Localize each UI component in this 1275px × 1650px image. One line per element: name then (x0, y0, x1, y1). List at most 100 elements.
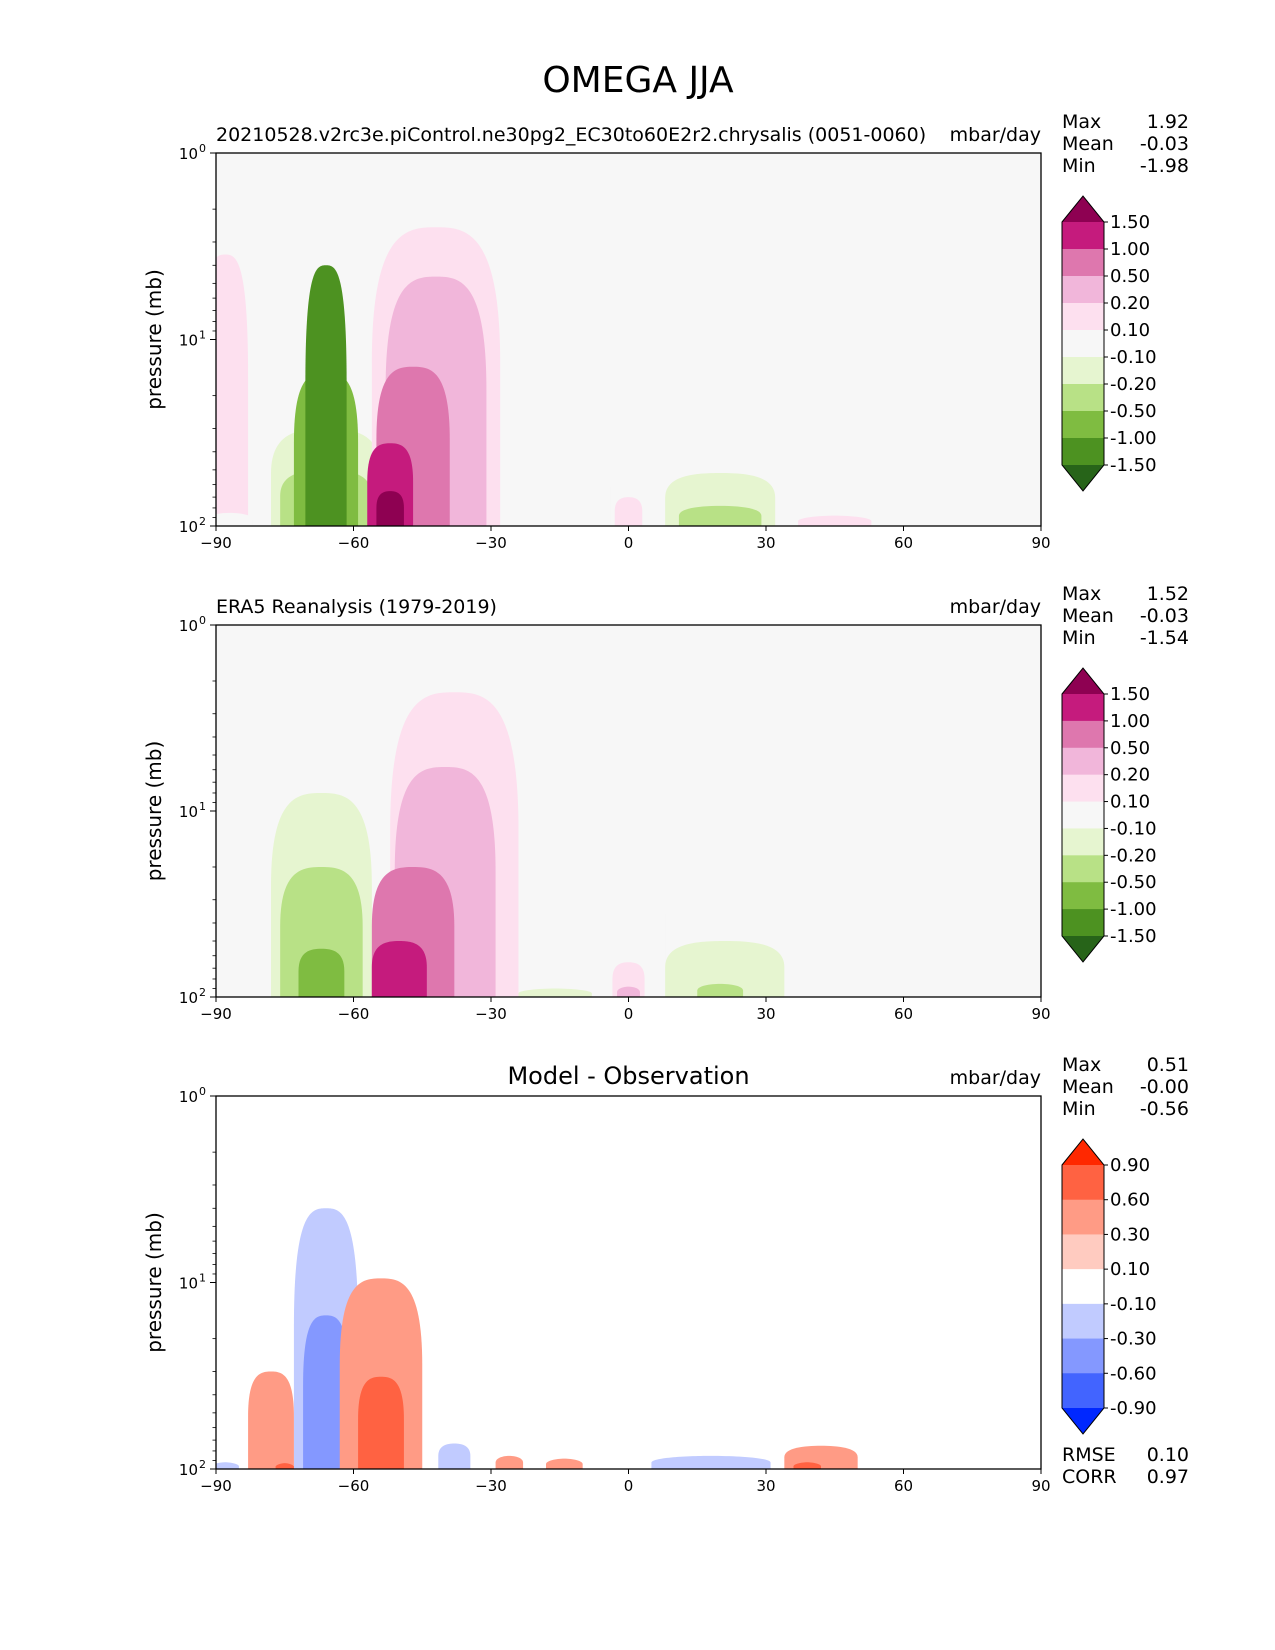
stat-label: RMSE (1062, 1444, 1116, 1466)
x-tick-label: 90 (1031, 1477, 1050, 1495)
colorbar-swatch (1062, 1303, 1104, 1340)
contour-region (678, 505, 762, 526)
x-tick-label: 30 (756, 1005, 775, 1023)
stat-value: -0.00 (1140, 1076, 1189, 1098)
x-tick-label: 0 (624, 1005, 634, 1023)
stat-value: 1.52 (1147, 583, 1189, 605)
colorbar-label: -0.20 (1110, 374, 1157, 395)
colorbar: 1.50 1.00 0.50 0.20 0.10 -0.10 -0.20 -0.50 -1.00… (1061, 195, 1157, 492)
y-tick-exponent: 0 (199, 1085, 206, 1098)
y-tick-label: 10 (179, 803, 198, 821)
y-tick-label: 10 (179, 518, 198, 536)
colorbar-label: -1.00 (1110, 428, 1157, 449)
stat-value: -0.03 (1140, 605, 1189, 627)
x-tick-label: 60 (894, 1005, 913, 1023)
x-tick-label: −30 (475, 1477, 507, 1495)
colorbar-extend-top (1062, 196, 1104, 222)
colorbar-label: -0.20 (1110, 845, 1157, 866)
y-tick-exponent: 2 (199, 986, 206, 999)
contour-region (216, 948, 262, 997)
contour-region (550, 912, 615, 997)
colorbar-swatch (1062, 1234, 1104, 1270)
y-axis-label: pressure (mb) (142, 741, 166, 882)
colorbar-swatch (1062, 774, 1104, 803)
stat-value: -0.03 (1140, 133, 1189, 155)
contour-region (614, 497, 643, 526)
colorbar-label: 0.60 (1110, 1190, 1150, 1211)
stat-value: -0.56 (1140, 1098, 1189, 1120)
colorbar-label: 0.50 (1110, 738, 1150, 759)
stat-label: CORR (1062, 1466, 1117, 1488)
colorbar-label: -0.90 (1110, 1398, 1157, 1419)
colorbar-swatch (1062, 1199, 1104, 1235)
y-tick-label: 10 (179, 1275, 198, 1293)
contour-region (665, 941, 785, 997)
x-tick-label: 60 (894, 534, 913, 552)
y-tick-exponent: 0 (199, 614, 206, 627)
colorbar-swatch (1062, 828, 1104, 856)
colorbar-label: 0.50 (1110, 266, 1150, 287)
stat-label: Max (1062, 111, 1101, 133)
x-tick-label: 90 (1031, 1005, 1050, 1023)
colorbar-swatch (1062, 276, 1104, 304)
contour-region (216, 254, 249, 526)
colorbar-label: 0.10 (1110, 1259, 1150, 1280)
contour-region (546, 1458, 583, 1469)
colorbar-swatch (1062, 720, 1104, 749)
y-tick-exponent: 0 (199, 142, 206, 155)
contour-region (438, 1443, 471, 1469)
contour-region (298, 948, 345, 997)
y-tick-exponent: 1 (199, 329, 206, 342)
stat-label: Mean (1062, 605, 1114, 627)
contour-region (371, 941, 427, 997)
contour-layer (216, 692, 821, 997)
stat-label: Min (1062, 627, 1096, 649)
colorbar-label: -1.00 (1110, 899, 1157, 920)
colorbar-label: -0.60 (1110, 1363, 1157, 1384)
colorbar-label: 1.50 (1110, 212, 1150, 233)
y-tick-label: 10 (179, 617, 198, 635)
x-tick-label: 90 (1031, 534, 1050, 552)
contour-region (697, 983, 744, 997)
contour-layer (216, 1208, 858, 1469)
stat-value: 0.51 (1147, 1054, 1189, 1076)
colorbar-label: -1.50 (1110, 926, 1157, 947)
colorbar-label: -0.10 (1110, 818, 1157, 839)
x-tick-label: 0 (624, 534, 634, 552)
colorbar-label: 0.20 (1110, 293, 1150, 314)
contour-region (798, 515, 872, 526)
colorbar-extend-top (1062, 1139, 1104, 1165)
colorbar-swatch (1062, 357, 1104, 385)
colorbar-swatch (1062, 411, 1104, 439)
stat-label: Min (1062, 1098, 1096, 1120)
x-tick-label: −60 (338, 1005, 370, 1023)
colorbar-label: -1.50 (1110, 455, 1157, 476)
x-tick-label: −60 (338, 1477, 370, 1495)
colorbar-label: 1.00 (1110, 239, 1150, 260)
x-tick-label: −90 (200, 1005, 232, 1023)
colorbar-label: -0.50 (1110, 401, 1157, 422)
colorbar-extend-bottom (1062, 936, 1104, 962)
colorbar-label: 0.10 (1110, 320, 1150, 341)
contour-region (216, 512, 253, 526)
colorbar-label: -0.10 (1110, 347, 1157, 368)
x-tick-label: −90 (200, 1477, 232, 1495)
x-tick-label: 30 (756, 1477, 775, 1495)
contour-region (536, 451, 611, 526)
colorbar-extend-top (1062, 668, 1104, 694)
stat-value: 1.92 (1147, 111, 1189, 133)
y-tick-label: 10 (179, 1088, 198, 1106)
figure-title: OMEGA JJA (542, 60, 734, 101)
x-tick-label: 30 (756, 534, 775, 552)
stat-label: Max (1062, 583, 1101, 605)
stat-label: Mean (1062, 133, 1114, 155)
colorbar-swatch (1062, 249, 1104, 277)
colorbar-extend-bottom (1062, 465, 1104, 491)
colorbar-swatch (1062, 882, 1104, 910)
colorbar-swatch (1062, 1373, 1104, 1409)
stat-value: 0.10 (1147, 1444, 1189, 1466)
colorbar-label: -0.30 (1110, 1329, 1157, 1350)
